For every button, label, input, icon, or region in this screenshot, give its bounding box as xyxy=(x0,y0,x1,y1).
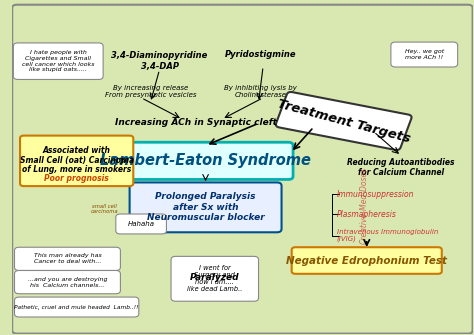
FancyBboxPatch shape xyxy=(20,136,133,186)
Text: Plasmapheresis: Plasmapheresis xyxy=(337,209,397,218)
FancyBboxPatch shape xyxy=(118,142,293,180)
Text: Negative Edrophonium Test: Negative Edrophonium Test xyxy=(286,256,447,266)
Text: Pyridostigmine: Pyridostigmine xyxy=(225,50,297,59)
Text: By increasing release
From presynaptic vesicles: By increasing release From presynaptic v… xyxy=(105,84,196,98)
Text: Prolonged Paralysis
after Sx with
Neuromuscular blocker: Prolonged Paralysis after Sx with Neurom… xyxy=(147,193,264,222)
FancyBboxPatch shape xyxy=(391,42,458,67)
Text: Reducing Autoantibodies
for Calcium Channel: Reducing Autoantibodies for Calcium Chan… xyxy=(347,158,455,177)
Text: I went for
Surgery and
now I am....
like dead Lamb..: I went for Surgery and now I am.... like… xyxy=(187,265,243,292)
FancyBboxPatch shape xyxy=(15,297,139,317)
Text: Pathetic, cruel and mule headed  Lamb..!!: Pathetic, cruel and mule headed Lamb..!! xyxy=(14,305,139,310)
Text: Treatment Targets: Treatment Targets xyxy=(276,97,411,145)
Text: This man already has
Cancer to deal with...: This man already has Cancer to deal with… xyxy=(34,254,101,264)
Text: By inhibiting lysis by
Cholinesterase: By inhibiting lysis by Cholinesterase xyxy=(224,84,297,97)
FancyBboxPatch shape xyxy=(15,270,120,294)
Text: I hate people with
Cigarettes and Small
cell cancer which looks
like stupid oats: I hate people with Cigarettes and Small … xyxy=(22,50,94,72)
Text: Hahaha: Hahaha xyxy=(128,221,155,227)
Text: Small Cell (oat) Carcinoma: Small Cell (oat) Carcinoma xyxy=(19,156,134,165)
Text: Poor prognosis: Poor prognosis xyxy=(44,174,109,183)
FancyBboxPatch shape xyxy=(292,247,442,274)
Text: Intravenous Immunoglobulin
(IVIG): Intravenous Immunoglobulin (IVIG) xyxy=(337,229,438,243)
FancyBboxPatch shape xyxy=(15,247,120,270)
FancyBboxPatch shape xyxy=(276,92,411,150)
Text: Hey.. we got
more ACh !!: Hey.. we got more ACh !! xyxy=(405,49,444,60)
Text: Creative-Med-Doses: Creative-Med-Doses xyxy=(360,167,369,244)
Text: ...and you are destroying
his  Calcium channels...: ...and you are destroying his Calcium ch… xyxy=(27,277,107,287)
FancyBboxPatch shape xyxy=(13,43,103,79)
Text: Immunosuppression: Immunosuppression xyxy=(337,190,414,199)
Text: Lambert-Eaton Syndrome: Lambert-Eaton Syndrome xyxy=(100,153,311,169)
Text: Increasing ACh in Synaptic cleft: Increasing ACh in Synaptic cleft xyxy=(116,118,277,127)
Text: Paralyzed: Paralyzed xyxy=(190,273,239,282)
FancyBboxPatch shape xyxy=(129,183,282,232)
Text: small cell
carcinoma: small cell carcinoma xyxy=(91,204,118,214)
Text: 3,4-Diaminopyridine
3,4-DAP: 3,4-Diaminopyridine 3,4-DAP xyxy=(111,52,208,71)
Text: of Lung, more in smokers: of Lung, more in smokers xyxy=(22,165,131,174)
FancyBboxPatch shape xyxy=(116,214,166,234)
FancyBboxPatch shape xyxy=(12,5,473,334)
Text: Associated with: Associated with xyxy=(43,146,110,155)
FancyBboxPatch shape xyxy=(171,256,258,301)
